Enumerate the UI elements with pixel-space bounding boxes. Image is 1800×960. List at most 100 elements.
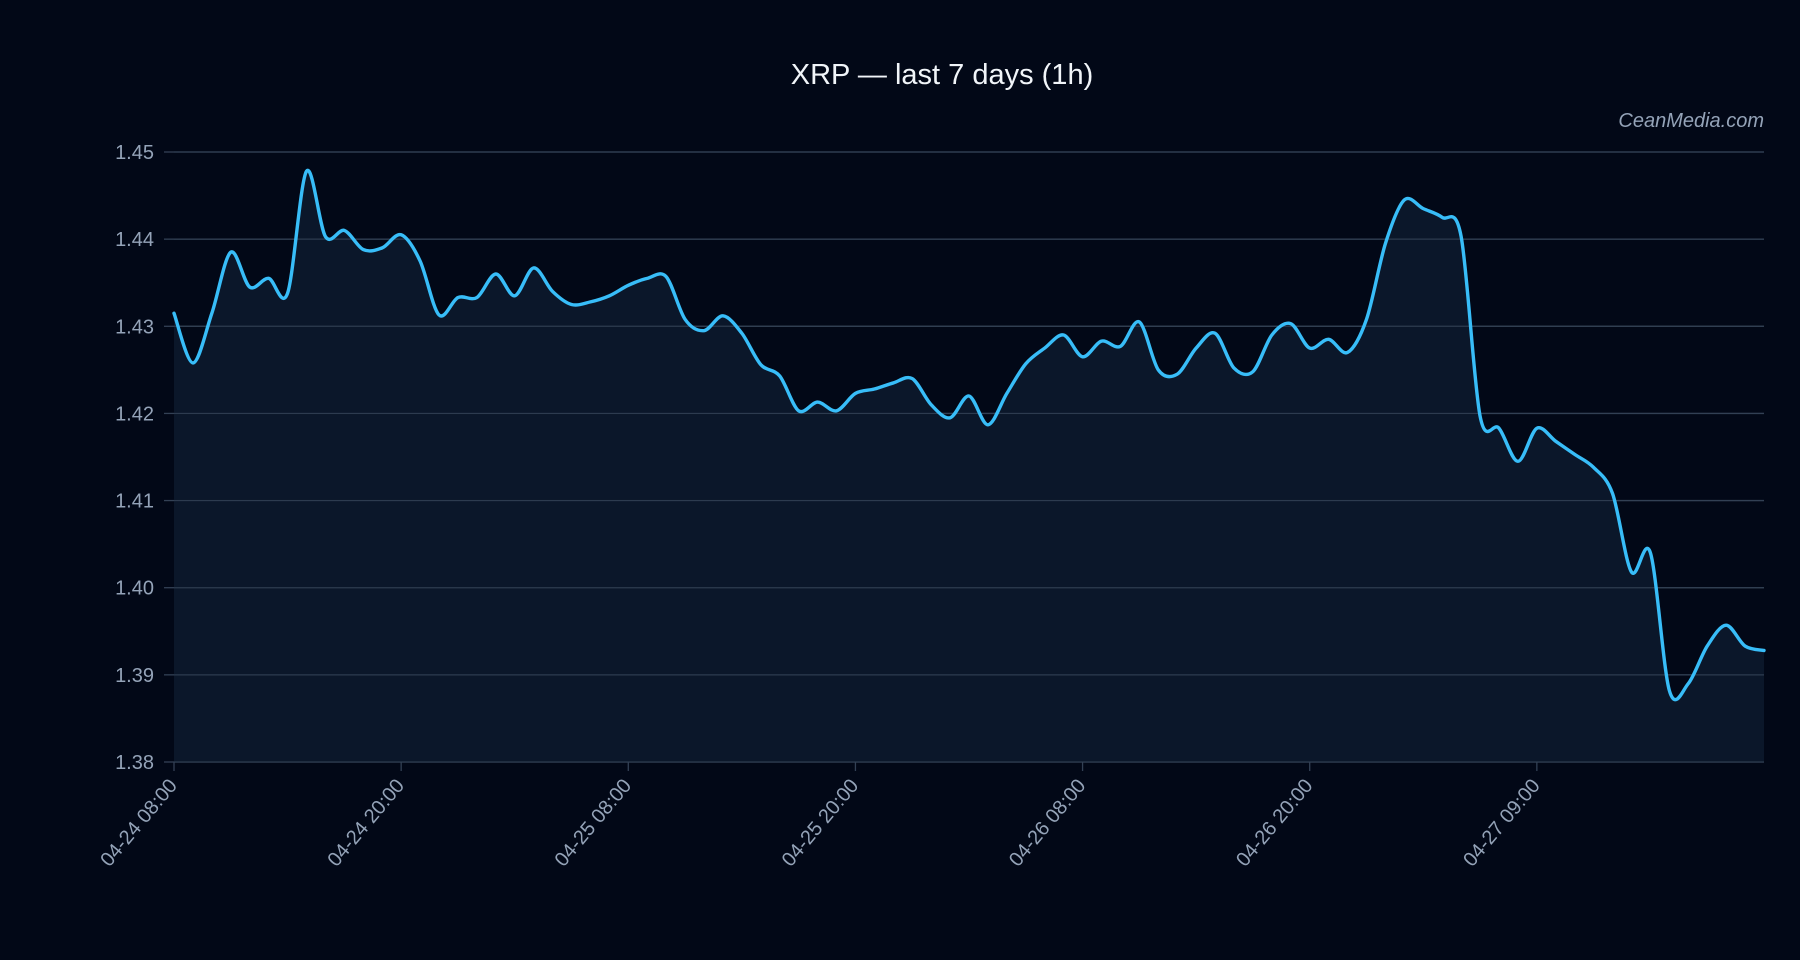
data-point <box>1611 492 1615 496</box>
y-tick-label: 1.43 <box>115 316 154 338</box>
data-point <box>1743 644 1747 648</box>
data-point <box>1156 368 1160 372</box>
data-point <box>872 387 876 391</box>
data-point <box>1024 362 1028 366</box>
data-point <box>986 423 990 427</box>
data-point <box>816 400 820 404</box>
chart-title: XRP — last 7 days (1h) <box>791 59 1093 91</box>
data-point <box>967 394 971 398</box>
data-point <box>1667 689 1671 693</box>
data-point <box>910 377 914 381</box>
data-point <box>1005 391 1009 395</box>
data-point <box>305 169 309 173</box>
data-point <box>1705 644 1709 648</box>
x-tick-label: 04-26 20:00 <box>1232 775 1317 871</box>
data-point <box>229 250 233 254</box>
data-point <box>532 266 536 270</box>
data-point <box>399 233 403 237</box>
watermark-text: CeanMedia.com <box>1618 110 1764 132</box>
data-point <box>645 276 649 280</box>
x-tick-label: 04-24 08:00 <box>96 775 181 871</box>
y-axis-ticks: 1.38 1.39 1.40 1.41 1.42 1.43 1.44 1.45 <box>115 142 174 774</box>
data-point <box>380 246 384 250</box>
data-point <box>664 275 668 279</box>
data-point <box>1194 346 1198 350</box>
data-point <box>1402 198 1406 202</box>
data-point <box>626 283 630 287</box>
x-tick-label: 04-24 20:00 <box>323 775 408 871</box>
data-point <box>1630 570 1634 574</box>
data-point <box>1062 333 1066 337</box>
data-point <box>1270 333 1274 337</box>
data-point <box>797 409 801 413</box>
data-point <box>475 296 479 300</box>
data-point <box>1100 339 1104 343</box>
data-point <box>437 313 441 317</box>
data-point <box>267 276 271 280</box>
data-point <box>1724 623 1728 627</box>
x-tick-label: 04-25 08:00 <box>551 775 636 871</box>
data-point <box>210 311 214 315</box>
y-tick-label: 1.41 <box>115 491 154 513</box>
price-line <box>172 168 1766 702</box>
y-tick-label: 1.45 <box>115 142 154 164</box>
data-point <box>721 314 725 318</box>
data-point <box>1365 317 1369 321</box>
series-area-fill <box>174 170 1764 763</box>
data-point <box>1327 337 1331 341</box>
data-point <box>1459 235 1463 239</box>
data-point <box>1535 426 1539 430</box>
y-tick-label: 1.38 <box>115 752 154 774</box>
data-point <box>929 403 933 407</box>
data-point <box>1592 465 1596 469</box>
data-point <box>1043 346 1047 350</box>
data-point <box>759 363 763 367</box>
data-point <box>1346 350 1350 354</box>
data-point <box>342 228 346 232</box>
data-point <box>172 311 176 315</box>
data-point <box>1554 439 1558 443</box>
data-point <box>1516 459 1520 463</box>
data-point <box>1251 370 1255 374</box>
data-point <box>702 329 706 333</box>
data-point <box>683 317 687 321</box>
data-point <box>1175 372 1179 376</box>
data-point <box>286 291 290 295</box>
data-point <box>1081 355 1085 359</box>
data-point <box>588 300 592 304</box>
data-point <box>1137 320 1141 324</box>
data-point <box>494 272 498 276</box>
data-point <box>456 296 460 300</box>
data-point <box>570 303 574 307</box>
data-point <box>1213 331 1217 335</box>
data-point <box>191 361 195 365</box>
y-tick-label: 1.39 <box>115 665 154 687</box>
data-point <box>1762 648 1766 652</box>
data-point <box>551 289 555 293</box>
data-point <box>1440 215 1444 219</box>
data-point <box>1478 414 1482 418</box>
data-point <box>1497 426 1501 430</box>
data-point <box>835 409 839 413</box>
data-point <box>1118 344 1122 348</box>
data-point <box>1232 366 1236 370</box>
y-tick-label: 1.44 <box>115 229 154 251</box>
x-tick-label: 04-26 08:00 <box>1005 775 1090 871</box>
x-axis-ticks: 04-24 08:00 04-24 20:00 04-25 08:00 04-25 2… <box>96 762 1545 871</box>
data-point <box>513 294 517 298</box>
y-tick-label: 1.40 <box>115 578 154 600</box>
data-point <box>740 331 744 335</box>
data-point <box>418 259 422 263</box>
data-point <box>248 285 252 289</box>
data-point <box>853 391 857 395</box>
x-tick-label: 04-27 09:00 <box>1459 775 1544 871</box>
data-point <box>1383 242 1387 246</box>
x-tick-label: 04-25 20:00 <box>778 775 863 871</box>
data-point <box>1421 207 1425 211</box>
data-point <box>607 294 611 298</box>
data-point <box>1289 322 1293 326</box>
data-point <box>948 416 952 420</box>
data-point <box>1308 346 1312 350</box>
